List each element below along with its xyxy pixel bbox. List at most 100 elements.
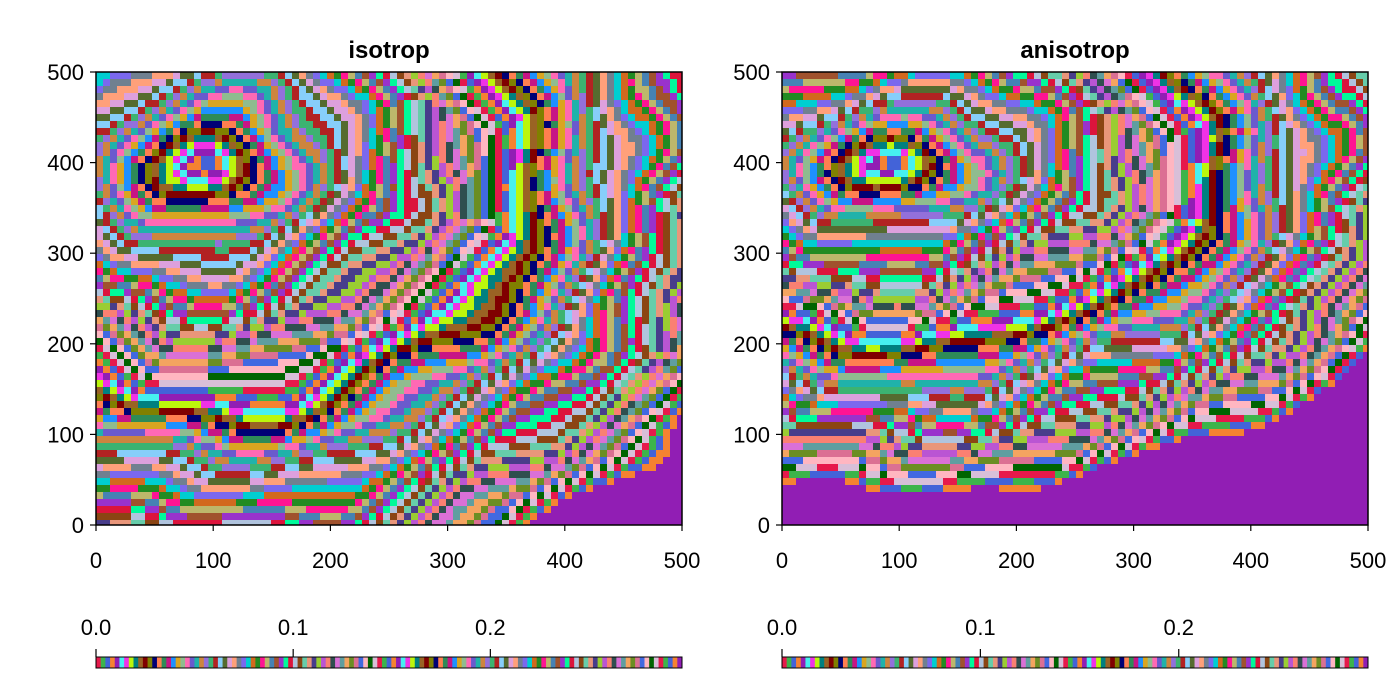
colorbar-segment xyxy=(1133,657,1139,668)
colorbar-segment xyxy=(569,657,575,668)
x-tick-label: 200 xyxy=(312,548,349,573)
colorbar-segment xyxy=(1297,657,1303,668)
colorbar-segment xyxy=(1105,657,1111,668)
colorbar-segment xyxy=(100,657,106,668)
colorbar-segment xyxy=(667,657,674,668)
y-tick-label: 0 xyxy=(72,513,84,538)
colorbar-segment xyxy=(824,657,830,668)
colorbar-segment xyxy=(236,657,242,668)
colorbar-segment xyxy=(306,657,313,668)
colorbar-segment xyxy=(433,657,439,668)
colorbar-segment xyxy=(1035,657,1041,668)
colorbar-segment xyxy=(185,657,191,668)
colorbar-segment xyxy=(344,657,350,668)
colorbar-segment xyxy=(578,657,584,668)
colorbar-segment xyxy=(363,657,369,668)
colorbar-segment xyxy=(1053,657,1059,668)
colorbar-segment xyxy=(1016,657,1022,668)
colorbar-segment xyxy=(800,657,806,668)
colorbar-segment xyxy=(658,657,664,668)
colorbar: 0.0 0.1 0.2 xyxy=(767,615,1369,669)
heatmap-cells xyxy=(782,72,1368,525)
colorbar-segment xyxy=(1236,657,1242,668)
y-tick-label: 100 xyxy=(733,422,770,447)
colorbar-segment xyxy=(1302,657,1308,668)
colorbar-segment xyxy=(114,657,120,668)
colorbar-segment xyxy=(672,657,678,668)
colorbar-segment xyxy=(246,657,252,668)
colorbar-segment xyxy=(639,657,645,668)
colorbar-segment xyxy=(325,657,331,668)
colorbar-segment xyxy=(1058,657,1064,668)
colorbar-segment xyxy=(1189,657,1195,668)
colorbar-segment xyxy=(564,657,570,668)
colorbar-segment xyxy=(452,657,458,668)
colorbar-segment xyxy=(241,657,247,668)
colorbar-segment xyxy=(414,657,420,668)
colorbar-segment xyxy=(1222,657,1228,668)
colorbar-segment xyxy=(546,657,552,668)
colorbar-segment xyxy=(602,657,608,668)
axes: 0 100 200 300 400 500 0 100 200 300 400 500 xyxy=(47,60,700,573)
colorbar-segment xyxy=(410,657,416,668)
y-tick-label: 0 xyxy=(758,513,770,538)
colorbar-segment xyxy=(988,657,994,668)
colorbar-segment xyxy=(1039,657,1045,668)
y-tick-label: 400 xyxy=(47,151,84,176)
x-tick-label: 300 xyxy=(429,548,466,573)
colorbar-segment xyxy=(217,657,223,668)
colorbar-segment xyxy=(955,657,961,668)
x-tick-label: 100 xyxy=(881,548,918,573)
colorbar-segment xyxy=(936,657,942,668)
colorbar-segment xyxy=(274,657,280,668)
colorbar: 0.0 0.1 0.2 xyxy=(81,615,683,669)
colorbar-segment xyxy=(1030,657,1036,668)
colorbar-segment xyxy=(644,657,650,668)
colorbar-segment xyxy=(517,657,524,668)
colorbar-segment xyxy=(899,657,905,668)
colorbar-segment xyxy=(536,657,542,668)
colorbar-segment xyxy=(428,657,434,668)
colorbar-segment xyxy=(583,657,589,668)
x-tick-label: 500 xyxy=(664,548,701,573)
colorbar-segment xyxy=(513,657,519,668)
colorbar-segment xyxy=(814,657,820,668)
colorbar-segment xyxy=(550,657,556,668)
colorbar-segment xyxy=(1335,657,1341,668)
colorbar-segment xyxy=(461,657,467,668)
colorbar-segment xyxy=(1264,657,1270,668)
panel-anisotrop: anisotrop 0 100 200 300 400 500 0 100 200 300 400 5… xyxy=(733,37,1386,669)
colorbar-segment xyxy=(1175,657,1181,668)
colorbar-tick-label: 0.2 xyxy=(1163,615,1194,640)
colorbar-tick-label: 0.0 xyxy=(81,615,112,640)
colorbar-segment xyxy=(1363,657,1369,668)
colorbar-segment xyxy=(180,657,186,668)
colorbar-segment xyxy=(231,657,238,668)
colorbar-segment xyxy=(1063,657,1069,668)
colorbar-segment xyxy=(1199,657,1205,668)
colorbar-segment xyxy=(978,657,984,668)
colorbar-segment xyxy=(782,657,788,668)
colorbar-segment xyxy=(908,657,914,668)
x-tick-label: 400 xyxy=(1232,548,1269,573)
colorbar-segment xyxy=(142,657,148,668)
colorbar-segment xyxy=(560,657,566,668)
colorbar-segment xyxy=(663,657,669,668)
colorbar-segment xyxy=(1321,657,1327,668)
colorbar-segment xyxy=(1011,657,1017,668)
colorbar-segment xyxy=(1349,657,1355,668)
colorbar-segment xyxy=(1157,657,1163,668)
colorbar-segment xyxy=(810,657,816,668)
colorbar-segment xyxy=(833,657,839,668)
colorbar-segment xyxy=(133,657,139,668)
colorbar-segment xyxy=(353,657,359,668)
y-tick-label: 500 xyxy=(733,60,770,85)
colorbar-segment xyxy=(1288,657,1294,668)
colorbar-segment xyxy=(199,657,205,668)
colorbar-segment xyxy=(203,657,209,668)
colorbar-segment xyxy=(1082,657,1088,668)
colorbar-segment xyxy=(302,657,308,668)
colorbar-segment xyxy=(269,657,275,668)
colorbar-segment xyxy=(1213,657,1219,668)
colorbar-segment xyxy=(866,657,872,668)
